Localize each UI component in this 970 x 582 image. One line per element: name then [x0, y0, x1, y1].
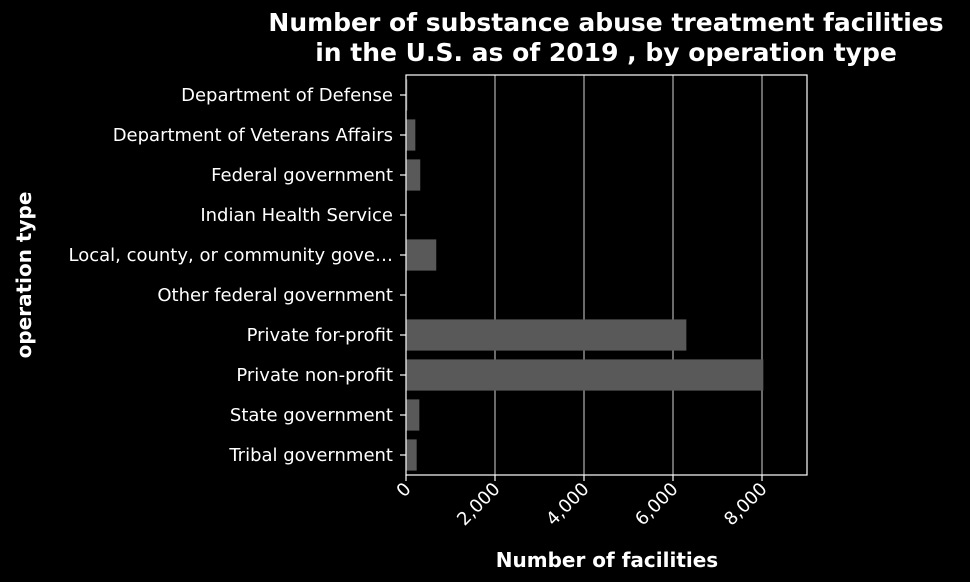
- y-tick-label: Other federal government: [157, 285, 393, 306]
- bar: [406, 79, 408, 111]
- y-axis-ticks: Department of Defense Department of Veter…: [68, 85, 406, 466]
- bars: [406, 79, 764, 471]
- y-tick-label: Private for-profit: [247, 325, 393, 346]
- bar: [406, 359, 764, 391]
- x-axis-label: Number of facilities: [496, 548, 718, 572]
- y-tick-label: Private non-profit: [236, 365, 393, 386]
- x-tick-label: 4,000: [542, 479, 593, 530]
- y-tick-label: Department of Defense: [181, 85, 393, 106]
- y-tick-label: Tribal government: [228, 445, 393, 466]
- x-axis-ticks: 0 2,000 4,000 6,000 8,000: [393, 475, 772, 530]
- bar: [406, 239, 437, 271]
- bar: [406, 319, 687, 351]
- bar: [406, 439, 417, 471]
- y-tick-label: Department of Veterans Affairs: [113, 125, 393, 146]
- chart-title-line-2: in the U.S. as of 2019 , by operation ty…: [315, 38, 897, 67]
- y-tick-label: Federal government: [211, 165, 393, 186]
- bar: [406, 399, 420, 431]
- chart-title-line-1: Number of substance abuse treatment faci…: [268, 8, 943, 37]
- plot-frame: [405, 74, 808, 476]
- y-axis-label: operation type: [12, 192, 36, 359]
- x-tick-label: 8,000: [720, 479, 771, 530]
- grid-lines: [494, 75, 763, 475]
- x-tick-label: 0: [393, 479, 416, 502]
- y-tick-label: Local, county, or community gove…: [68, 245, 393, 266]
- x-tick-label: 6,000: [631, 479, 682, 530]
- y-tick-label: State government: [230, 405, 393, 426]
- y-tick-label: Indian Health Service: [200, 205, 393, 226]
- x-tick-label: 2,000: [453, 479, 504, 530]
- bar: [406, 159, 421, 191]
- bar: [406, 119, 416, 151]
